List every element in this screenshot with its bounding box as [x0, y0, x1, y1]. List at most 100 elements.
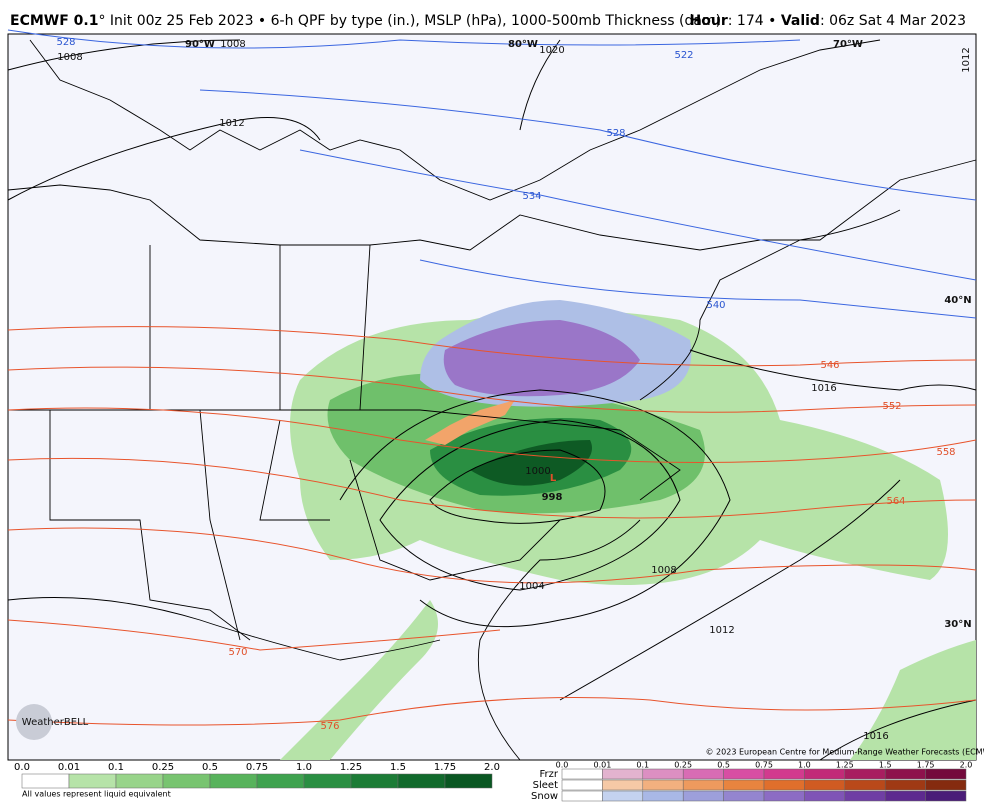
thickness-label: 528: [56, 37, 75, 48]
model: ECMWF 0.1: [10, 13, 98, 29]
logo: WeatherBELL: [22, 717, 89, 728]
legend-tick: 0.5: [202, 762, 218, 773]
isobar: [339, 389, 731, 628]
color-swatch: [844, 768, 886, 780]
legend-tick: 0.0: [14, 762, 30, 773]
thickness-label: 558: [936, 447, 955, 458]
legend: All values represent liquid equivalent 0…: [14, 761, 972, 803]
color-swatch: [602, 768, 644, 780]
color-swatch: [256, 773, 305, 789]
color-swatch: [763, 790, 805, 802]
isobar-label: 1012: [709, 625, 734, 636]
color-swatch: [884, 779, 926, 791]
color-swatch: [561, 790, 603, 802]
isobar: [7, 117, 321, 201]
isobar: [7, 39, 241, 71]
thickness-label: 528: [606, 128, 625, 139]
border-line: [29, 39, 881, 201]
snow-moderate: [443, 320, 640, 397]
isobar-label: 1016: [811, 383, 836, 394]
longitude-label: 90°W: [185, 39, 215, 50]
isobar: [379, 419, 681, 591]
color-swatch: [642, 779, 684, 791]
legend-tick: 0.5: [717, 761, 730, 770]
thickness-label: 522: [674, 50, 693, 61]
color-swatch: [763, 779, 805, 791]
hour: : 174 •: [728, 13, 781, 29]
product: ° Init 00z 25 Feb 2023 • 6-h QPF by type…: [98, 13, 721, 29]
isobar-label: 1008: [57, 52, 82, 63]
legend-tick: 1.0: [296, 762, 312, 773]
thickness-label: 534: [522, 191, 541, 202]
type-label: Snow: [531, 791, 558, 802]
thickness-label: 540: [706, 300, 725, 311]
color-swatch: [804, 779, 846, 791]
legend-tick: 0.25: [674, 761, 692, 770]
color-swatch: [209, 773, 258, 789]
color-swatch: [804, 790, 846, 802]
color-swatch: [115, 773, 164, 789]
color-swatch: [303, 773, 352, 789]
thickness-line: [7, 407, 977, 463]
isobar-label: 1000: [525, 466, 550, 477]
thickness-line: [7, 29, 801, 49]
legend-tick: 1.25: [836, 761, 854, 770]
type-label: Frzr: [540, 769, 559, 780]
thickness-line: [419, 259, 977, 319]
color-swatch: [561, 779, 603, 791]
color-swatch: [602, 790, 644, 802]
color-swatch: [884, 790, 926, 802]
type-label: Sleet: [533, 780, 558, 791]
longitude-label: 80°W: [508, 39, 538, 50]
color-swatch: [804, 768, 846, 780]
legend-tick: 1.75: [434, 762, 456, 773]
color-swatch: [350, 773, 399, 789]
color-swatch: [444, 773, 493, 789]
legend-tick: 1.5: [390, 762, 406, 773]
thickness-label: 546: [820, 360, 839, 371]
border-line: [8, 244, 681, 641]
color-swatch: [682, 768, 724, 780]
valid-label: Valid: [781, 13, 820, 29]
isobar-label: 1008: [651, 565, 676, 576]
legend-tick: 2.0: [484, 762, 500, 773]
legend-tick: 0.01: [58, 762, 80, 773]
isobar-label: 1020: [539, 45, 564, 56]
header-left: ECMWF 0.1° Init 00z 25 Feb 2023 • 6-h QP…: [10, 13, 721, 29]
latitude-label: 40°N: [944, 295, 971, 306]
legend-tick: 0.75: [755, 761, 773, 770]
isobar: [429, 449, 606, 524]
thickness-line: [199, 89, 977, 201]
header-right: Hour: 174 • Valid: 06z Sat 4 Mar 2023: [690, 13, 966, 29]
qpf-heaviest: [470, 440, 592, 486]
color-swatch: [925, 790, 967, 802]
border-line: [7, 159, 977, 251]
thickness-label: 570: [228, 647, 247, 658]
legend-tick: 1.25: [340, 762, 362, 773]
isobar: [689, 349, 977, 391]
sleet: [425, 400, 515, 445]
legend-tick: 1.0: [798, 761, 811, 770]
color-swatch: [642, 790, 684, 802]
thickness-line: [7, 527, 977, 584]
legend-tick: 1.75: [917, 761, 935, 770]
thickness-label: 576: [320, 721, 339, 732]
color-swatch: [602, 779, 644, 791]
color-swatch: [68, 773, 117, 789]
legend-tick: 0.75: [246, 762, 268, 773]
isobar-label: 1016: [863, 731, 888, 742]
latitude-label: 30°N: [944, 619, 971, 630]
color-swatch: [723, 779, 765, 791]
legend-note: All values represent liquid equivalent: [22, 790, 171, 799]
isobar-label: 1012: [219, 118, 244, 129]
thickness-line: [7, 457, 977, 519]
color-swatch: [561, 768, 603, 780]
isobar: [559, 479, 901, 701]
legend-tick: 0.1: [108, 762, 124, 773]
color-swatch: [723, 768, 765, 780]
color-swatch: [682, 790, 724, 802]
color-swatch: [925, 779, 967, 791]
isobar-label: 1008: [220, 39, 245, 50]
